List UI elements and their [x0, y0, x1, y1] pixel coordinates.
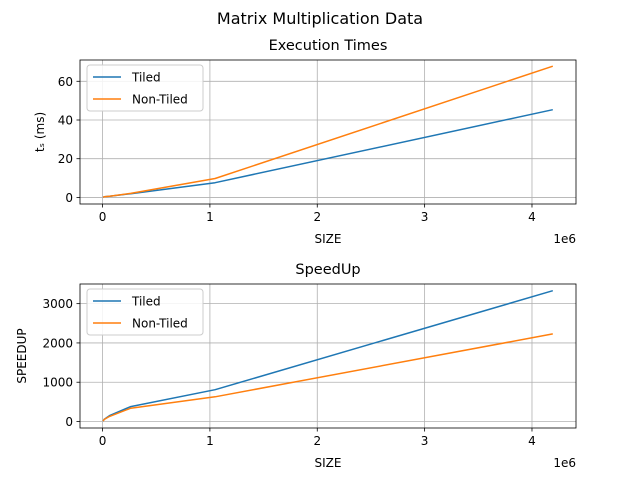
- series-line-non-tiled: [102, 65, 554, 198]
- y-tick-label: 3000: [42, 297, 73, 311]
- x-tick-label: 2: [313, 210, 321, 224]
- x-tick-label: 1: [206, 210, 214, 224]
- x-offset-text: 1e6: [553, 456, 576, 470]
- legend-label: Tiled: [131, 295, 161, 309]
- x-tick-label: 0: [99, 210, 107, 224]
- legend-label: Non-Tiled: [132, 317, 188, 331]
- legend-label: Tiled: [131, 71, 161, 85]
- x-axis-label: SIZE: [315, 456, 342, 470]
- y-tick-label: 1000: [42, 376, 73, 390]
- x-tick-label: 4: [528, 434, 536, 448]
- axes-frame: [79, 283, 577, 429]
- x-tick-label: 2: [313, 434, 321, 448]
- chart-title: SpeedUp: [295, 262, 360, 278]
- y-tick-label: 0: [65, 191, 73, 205]
- x-tick-label: 3: [421, 210, 429, 224]
- speedup-chart: 0 1 2 3 4 0 1000 2000 3000 SpeedUp SIZE 1e6 SPEEDUP T…: [15, 262, 577, 470]
- x-tick-label: 0: [99, 434, 107, 448]
- x-tick-label: 4: [528, 210, 536, 224]
- axes-frame: [79, 59, 577, 205]
- y-tick-label: 0: [65, 415, 73, 429]
- x-tick-label: 3: [421, 434, 429, 448]
- chart-title: Execution Times: [269, 38, 388, 54]
- series-line-non-tiled: [102, 333, 553, 422]
- y-tick-label: 60: [58, 75, 73, 89]
- y-tick-label: 40: [58, 114, 73, 128]
- y-tick-label: 2000: [42, 336, 73, 350]
- figure-suptitle: Matrix Multiplication Data: [217, 9, 423, 28]
- y-axis-label: SPEEDUP: [15, 328, 29, 383]
- x-axis-label: SIZE: [315, 232, 342, 246]
- legend-label: Non-Tiled: [132, 93, 188, 107]
- y-axis-label: tₛ (ms): [33, 112, 47, 152]
- x-tick-label: 1: [206, 434, 214, 448]
- y-tick-label: 20: [58, 152, 73, 166]
- x-offset-text: 1e6: [553, 232, 576, 246]
